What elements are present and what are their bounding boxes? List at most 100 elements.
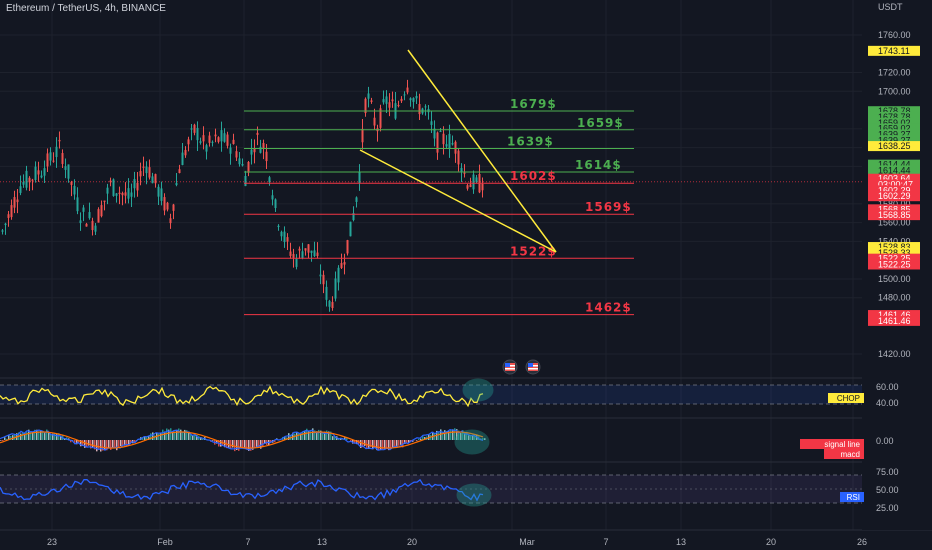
candle-body	[391, 99, 394, 102]
macd-histogram-bar	[310, 431, 312, 440]
macd-histogram-bar	[242, 440, 244, 449]
candle-body	[103, 200, 106, 202]
level-label: 1659$	[577, 116, 624, 130]
price-tag-label: 1522.25	[878, 254, 911, 264]
time-tick-label: Feb	[157, 537, 173, 547]
macd-histogram-bar	[60, 435, 62, 440]
macd-histogram-bar	[118, 440, 120, 447]
macd-tag-bg	[824, 449, 864, 459]
candle-body	[475, 177, 478, 182]
price-tag	[868, 191, 920, 202]
candle-body	[310, 250, 313, 253]
candle-body	[349, 221, 352, 237]
price-tag	[868, 253, 920, 264]
candlestick-series	[1, 79, 484, 312]
macd-histogram-bar	[482, 438, 484, 440]
macd-histogram-bar	[130, 440, 132, 443]
price-tag	[868, 106, 920, 117]
price-tag-label: 1528.33	[878, 248, 911, 258]
macd-histogram-bar	[166, 428, 168, 440]
price-tag	[868, 159, 920, 170]
level-label: 1522$	[510, 244, 557, 258]
flag-us-icon[interactable]	[525, 359, 541, 375]
price-tag-label: 1678.78	[878, 106, 911, 116]
candle-body	[268, 177, 271, 183]
price-tag	[868, 112, 920, 123]
macd-histogram-bar	[288, 433, 290, 440]
candle-body	[28, 177, 31, 183]
macd-histogram-bar	[420, 438, 422, 440]
time-axis[interactable]: 23 Feb 7 13 20 Mar 7 13 20 26	[0, 531, 932, 550]
macd-histogram-bar	[304, 431, 306, 440]
macd-histogram-bar	[4, 437, 6, 440]
candle-body	[22, 181, 25, 185]
candle-body	[127, 188, 130, 199]
macd-histogram-bar	[374, 440, 376, 448]
flag-us-icon[interactable]	[502, 359, 518, 375]
candle-body	[160, 188, 163, 201]
macd-histogram-bar	[22, 431, 24, 440]
macd-histogram-bar	[456, 429, 458, 440]
candle-body	[91, 220, 94, 231]
rsi-indicator-pane[interactable]	[0, 474, 862, 507]
macd-histogram-bar	[256, 440, 258, 448]
candle-body	[250, 149, 253, 155]
macd-histogram-bar	[2, 440, 4, 442]
macd-histogram-bar	[400, 440, 402, 445]
candle-body	[136, 182, 139, 191]
macd-histogram-bar	[26, 432, 28, 440]
symbol-title[interactable]: Ethereum / TetherUS, 4h, BINANCE	[6, 3, 166, 14]
macd-histogram-bar	[378, 440, 380, 451]
candle-body	[457, 150, 460, 165]
signal-line-tag: signal line	[824, 440, 860, 449]
price-tag	[868, 141, 920, 152]
candle-body	[196, 127, 199, 141]
macd-histogram-bar	[186, 430, 188, 440]
price-tag-label: 1743.11	[878, 46, 910, 56]
price-tag	[868, 165, 920, 176]
macd-histogram-bar	[396, 440, 398, 448]
candle-body	[55, 146, 58, 158]
macd-histogram-bar	[44, 432, 46, 440]
candle-body	[169, 218, 172, 224]
candle-body	[121, 192, 124, 196]
macd-histogram-bar	[178, 428, 180, 440]
candle-body	[187, 139, 190, 145]
time-tick-label: 7	[603, 537, 608, 547]
macd-histogram-bar	[192, 435, 194, 440]
macd-histogram-bar	[326, 430, 328, 440]
price-tag-label: 1678.78	[878, 112, 911, 122]
falling-wedge-drawing[interactable]	[359, 49, 557, 253]
candle-body	[85, 223, 88, 227]
candle-body	[379, 108, 382, 128]
macd-histogram-bar	[384, 440, 386, 450]
time-tick-label: 20	[407, 537, 417, 547]
price-tag-label: 1568.85	[878, 210, 911, 220]
macd-indicator-pane[interactable]	[0, 428, 490, 455]
level-label: 1639$	[507, 135, 554, 149]
price-axis[interactable]: USDT1760.001720.001700.001660.001640.001…	[800, 0, 932, 530]
price-tag	[868, 129, 920, 140]
macd-histogram-bar	[32, 431, 34, 440]
macd-histogram-bar	[474, 434, 476, 440]
macd-histogram-bar	[106, 440, 108, 451]
chop-indicator-pane[interactable]	[0, 377, 932, 531]
economic-events[interactable]	[502, 359, 541, 375]
time-tick-label: 13	[676, 537, 686, 547]
macd-histogram-bar	[58, 433, 60, 440]
macd-histogram-bar	[148, 436, 150, 440]
macd-histogram-bar	[10, 435, 12, 440]
macd-histogram-bar	[150, 433, 152, 440]
candle-body	[292, 254, 295, 258]
candle-body	[40, 175, 43, 178]
price-tag	[868, 185, 920, 196]
level-label: 1462$	[585, 301, 632, 315]
macd-histogram-bar	[320, 430, 322, 440]
candle-body	[274, 199, 277, 208]
price-tag-label: 1614.44	[878, 160, 911, 170]
price-tag	[868, 259, 920, 270]
candle-body	[145, 166, 148, 174]
level-label: 1569$	[585, 200, 632, 214]
candle-body	[418, 104, 421, 115]
